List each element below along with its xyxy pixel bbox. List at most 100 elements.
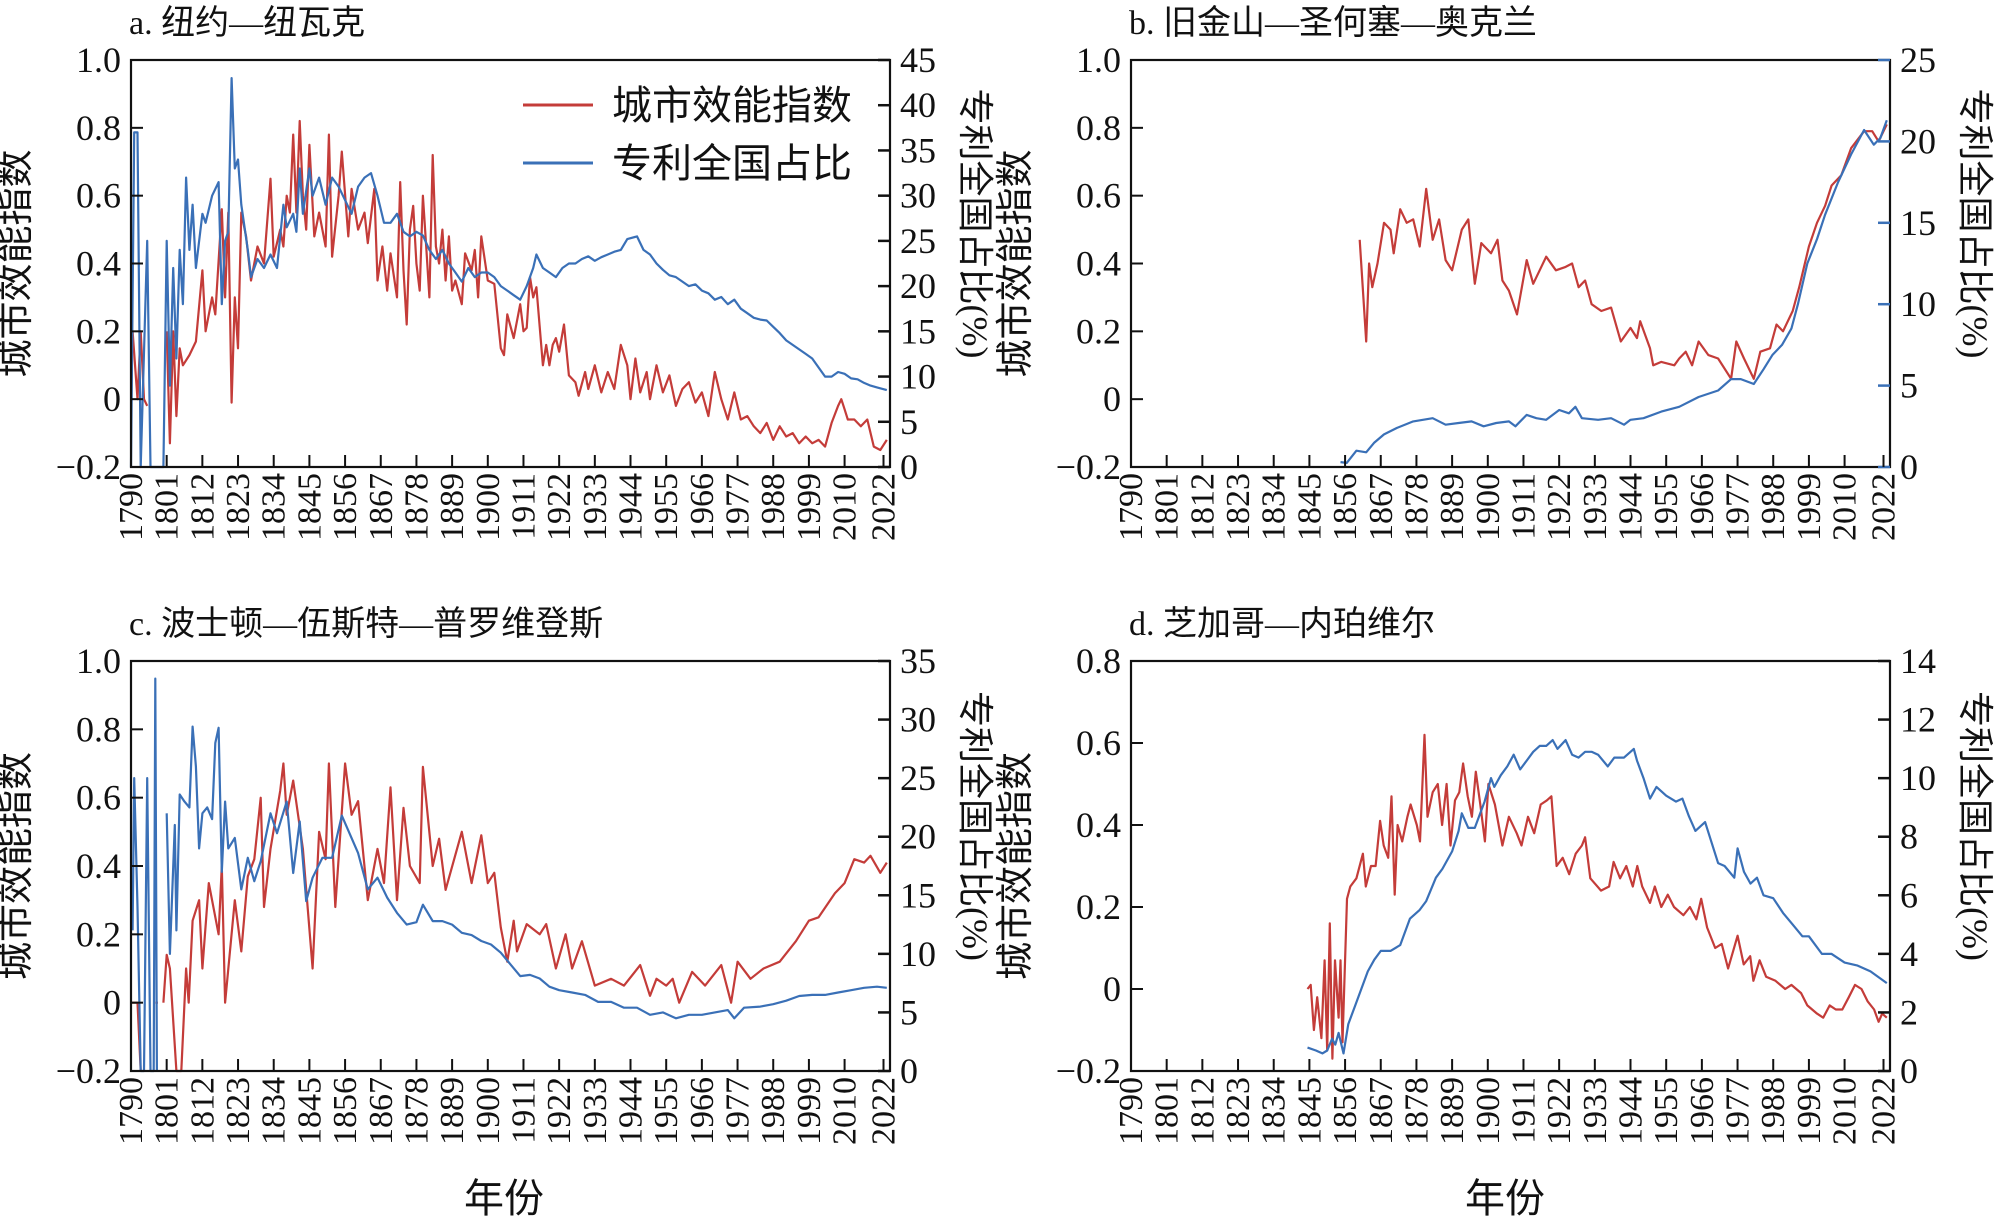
right-tick-label: 5 bbox=[900, 402, 918, 442]
left-tick-label: 0.4 bbox=[1076, 244, 1121, 284]
x-tick-label: 1889 bbox=[1434, 1077, 1471, 1145]
chart-panel-b: b. 旧金山—圣何塞—奥克兰 −0.2 0 0.2 0.4 0.6 0.8 1.0 0 5 10 15… bbox=[995, 4, 1995, 541]
left-tick-label: 0.6 bbox=[1076, 176, 1121, 216]
x-tick-label: 2022 bbox=[1866, 473, 1903, 541]
x-tick-label: 2022 bbox=[1866, 1077, 1903, 1145]
x-tick-label: 1922 bbox=[1541, 473, 1578, 541]
x-tick-label: 1790 bbox=[1113, 1077, 1150, 1145]
efficiency-index-line bbox=[131, 762, 888, 1073]
left-tick-label: 0.2 bbox=[1076, 311, 1121, 351]
x-tick-label: 1856 bbox=[327, 473, 364, 541]
chart-title: c. 波士顿—伍斯特—普罗维登斯 bbox=[129, 605, 603, 643]
x-tick-label: 1955 bbox=[648, 473, 685, 541]
legend-label: 城市效能指数 bbox=[612, 83, 852, 128]
x-tick-label: 1977 bbox=[720, 1077, 757, 1145]
x-tick-label: 1790 bbox=[1113, 473, 1150, 541]
efficiency-index-line bbox=[1358, 123, 1888, 380]
x-tick-label: 1812 bbox=[184, 1077, 221, 1145]
right-tick-label: 15 bbox=[900, 311, 936, 351]
right-tick-label: 20 bbox=[900, 266, 936, 306]
x-tick-label: 1955 bbox=[1648, 1077, 1685, 1145]
left-tick-label: 0.8 bbox=[76, 709, 121, 749]
x-tick-label: 1911 bbox=[505, 473, 542, 540]
patent-share-line bbox=[129, 77, 888, 469]
left-tick-label: −0.2 bbox=[56, 447, 121, 487]
x-tick-label: 1988 bbox=[1755, 1077, 1792, 1145]
patent-share-line bbox=[1307, 739, 1888, 1055]
left-tick-label: −0.2 bbox=[1056, 447, 1121, 487]
x-tick-label: 1977 bbox=[1720, 473, 1757, 541]
right-tick-label: 12 bbox=[1900, 700, 1936, 740]
chart-panel-a: a. 纽约—纽瓦克 −0.2 0 0.2 0.4 0.6 0.8 1.0 0 5 10 15 20 25 3… bbox=[0, 4, 995, 541]
left-tick-label: 0.8 bbox=[1076, 108, 1121, 148]
right-tick-label: 6 bbox=[1900, 875, 1918, 915]
left-tick-label: 0.2 bbox=[76, 311, 121, 351]
right-tick-label: 14 bbox=[1900, 641, 1936, 681]
x-tick-label: 1856 bbox=[327, 1077, 364, 1145]
x-tick-label: 1845 bbox=[291, 473, 328, 541]
x-tick-label: 2010 bbox=[827, 1077, 864, 1145]
left-tick-label: −0.2 bbox=[56, 1051, 121, 1091]
x-tick-label: 1845 bbox=[291, 1077, 328, 1145]
x-tick-label: 1966 bbox=[1684, 1077, 1721, 1145]
x-tick-label: 1966 bbox=[684, 473, 721, 541]
x-tick-label: 1801 bbox=[149, 1077, 186, 1145]
left-tick-label: 0 bbox=[1103, 379, 1121, 419]
x-tick-label: 1834 bbox=[1256, 1077, 1293, 1145]
right-tick-label: 5 bbox=[900, 992, 918, 1032]
x-tick-label: 1878 bbox=[1398, 473, 1435, 541]
left-axis-label: 城市效能指数 bbox=[0, 752, 37, 980]
right-tick-label: 20 bbox=[900, 817, 936, 857]
x-tick-label: 1812 bbox=[184, 473, 221, 541]
x-tick-label: 1812 bbox=[1184, 473, 1221, 541]
x-tick-label: 1889 bbox=[1434, 473, 1471, 541]
x-tick-label: 1834 bbox=[256, 1077, 293, 1145]
x-tick-label: 1867 bbox=[363, 473, 400, 541]
x-tick-label: 1977 bbox=[1720, 1077, 1757, 1145]
right-axis-label: 专利全国占比(%) bbox=[955, 89, 995, 359]
left-tick-label: 0 bbox=[103, 379, 121, 419]
right-tick-label: 5 bbox=[1900, 366, 1918, 406]
plot-frame bbox=[1129, 659, 1892, 1073]
x-tick-label: 1889 bbox=[434, 1077, 471, 1145]
x-tick-label: 1999 bbox=[1791, 1077, 1828, 1145]
x-tick-label: 1977 bbox=[720, 473, 757, 541]
right-tick-label: 0 bbox=[900, 447, 918, 487]
right-tick-label: 40 bbox=[900, 85, 936, 125]
left-tick-label: −0.2 bbox=[1056, 1051, 1121, 1091]
left-tick-label: 0.6 bbox=[76, 176, 121, 216]
left-tick-label: 0 bbox=[1103, 969, 1121, 1009]
x-tick-label: 1834 bbox=[1256, 473, 1293, 541]
x-tick-label: 1933 bbox=[577, 473, 614, 541]
x-tick-label: 1999 bbox=[791, 1077, 828, 1145]
right-tick-label: 35 bbox=[900, 641, 936, 681]
x-tick-label: 1878 bbox=[1398, 1077, 1435, 1145]
patent-share-line bbox=[131, 677, 887, 1073]
x-tick-label: 1823 bbox=[220, 473, 257, 541]
x-tick-label: 1944 bbox=[1613, 1077, 1650, 1145]
chart-title: d. 芝加哥—内珀维尔 bbox=[1129, 605, 1435, 643]
left-tick-label: 0.6 bbox=[76, 778, 121, 818]
x-tick-label: 1988 bbox=[755, 473, 792, 541]
x-tick-label: 1944 bbox=[613, 473, 650, 541]
left-tick-label: 1.0 bbox=[1076, 40, 1121, 80]
x-tick-label: 1955 bbox=[648, 1077, 685, 1145]
chart-panel-d: d. 芝加哥—内珀维尔 −0.2 0 0.2 0.4 0.6 0.8 0 2 4 6 8 10 12 14 1… bbox=[995, 605, 1995, 1145]
plot-frame bbox=[1129, 58, 1892, 469]
x-tick-label: 1801 bbox=[1149, 473, 1186, 541]
right-tick-label: 10 bbox=[1900, 284, 1936, 324]
x-tick-label: 1790 bbox=[113, 1077, 150, 1145]
x-tick-label: 1900 bbox=[470, 1077, 507, 1145]
x-tick-label: 1856 bbox=[1327, 1077, 1364, 1145]
right-tick-label: 15 bbox=[1900, 203, 1936, 243]
right-tick-label: 4 bbox=[1900, 934, 1918, 974]
x-tick-label: 2010 bbox=[1827, 1077, 1864, 1145]
left-tick-label: 0.4 bbox=[1076, 805, 1121, 845]
x-tick-label: 1900 bbox=[1470, 1077, 1507, 1145]
x-tick-label: 1801 bbox=[1149, 1077, 1186, 1145]
left-axis-label: 城市效能指数 bbox=[995, 149, 1037, 377]
chart-panel-c: c. 波士顿—伍斯特—普罗维登斯 −0.2 0 0.2 0.4 0.6 0.8 1.0 0 5 10… bbox=[0, 605, 995, 1145]
x-tick-label: 1999 bbox=[1791, 473, 1828, 541]
left-tick-label: 0.4 bbox=[76, 846, 121, 886]
